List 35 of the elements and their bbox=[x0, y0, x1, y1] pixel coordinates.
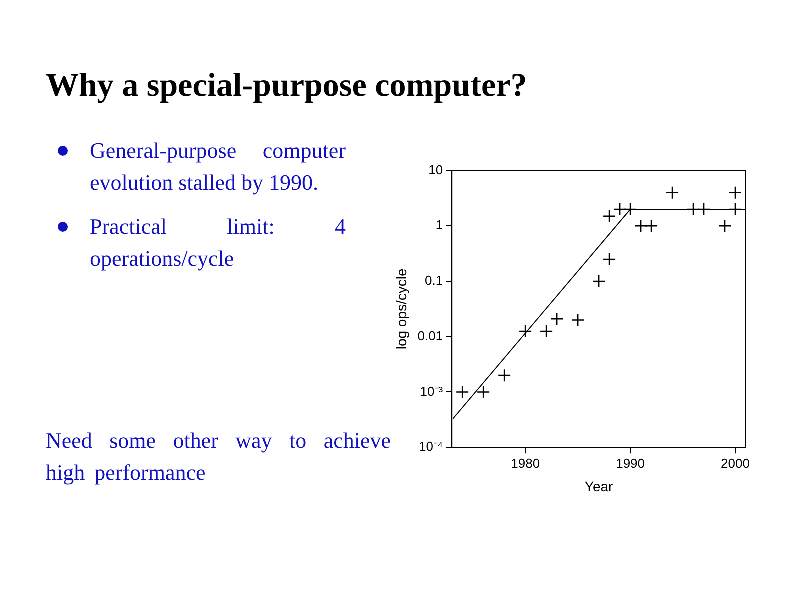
x-tick-label: 2000 bbox=[721, 456, 750, 471]
point bbox=[644, 220, 658, 233]
y-tick-label: 10 bbox=[428, 162, 444, 178]
point bbox=[571, 314, 585, 327]
y-tick-label: 10⁻³ bbox=[420, 384, 444, 399]
point bbox=[518, 324, 532, 338]
point bbox=[613, 202, 627, 216]
point bbox=[728, 202, 742, 216]
chart-title: Why a special-purpose computer? bbox=[46, 68, 528, 105]
point bbox=[728, 186, 742, 200]
x-axis-title: Year bbox=[584, 478, 614, 494]
point bbox=[634, 220, 648, 233]
point bbox=[498, 368, 512, 382]
text: General-purpose computer evolution stalled by 1990. bbox=[46, 135, 346, 199]
point bbox=[540, 324, 554, 338]
point bbox=[550, 312, 564, 326]
y-tick-label: 0.1 bbox=[425, 273, 444, 288]
point bbox=[456, 386, 470, 399]
point bbox=[686, 202, 700, 216]
point bbox=[624, 202, 638, 216]
x-tick-label: 1990 bbox=[616, 456, 645, 471]
y-tick-label: 10⁻⁴ bbox=[419, 439, 444, 454]
text: Need some other way to achieve high performance bbox=[46, 427, 391, 487]
y-tick-label: 0.01 bbox=[418, 328, 444, 344]
point bbox=[602, 210, 616, 224]
y-tick-label: 1 bbox=[436, 218, 444, 233]
point bbox=[602, 252, 616, 266]
text: Practical limit: 4 operations/cycle bbox=[46, 211, 346, 275]
point bbox=[592, 274, 606, 288]
point bbox=[697, 202, 711, 216]
y-axis-title: log ops/cycle bbox=[393, 268, 410, 350]
point bbox=[718, 220, 732, 233]
point bbox=[476, 386, 490, 399]
point bbox=[666, 186, 680, 200]
x-tick-label: 1980 bbox=[511, 456, 540, 471]
